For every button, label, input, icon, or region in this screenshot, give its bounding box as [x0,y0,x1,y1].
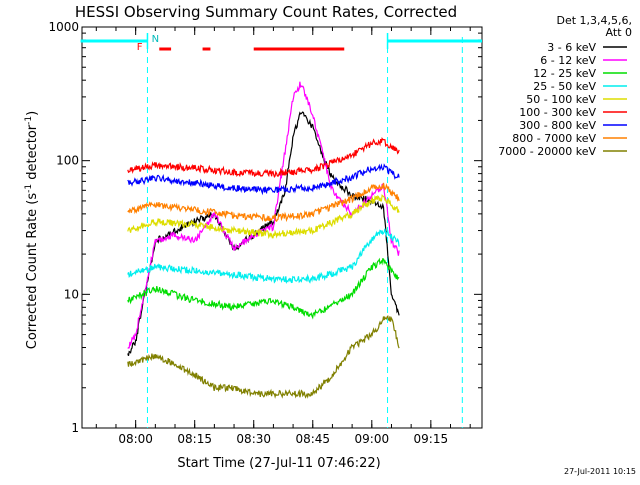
legend-header-attenuator: Att 0 [606,26,632,39]
legend-entry-label: 100 - 300 keV [519,106,596,119]
series-line-2 [127,257,400,320]
legend-entry-label: 300 - 800 keV [519,119,596,132]
legend-entry-label: 3 - 6 keV [547,41,596,54]
x-tick-label: 08:45 [295,432,330,446]
legend-entry-label: 800 - 7000 keV [512,132,596,145]
legend-entry-label: 7000 - 20000 keV [498,145,596,158]
series-line-4 [127,194,400,240]
x-tick-label: 09:00 [355,432,390,446]
y-axis-label: Corrected Count Rate (s-1 detector-1) [24,111,40,349]
flag-n-label: N [152,34,159,45]
series-line-8 [127,314,400,399]
x-tick-label: 08:15 [177,432,212,446]
timestamp: 27-Jul-2011 10:15 [564,467,636,476]
y-tick-label: 1 [71,421,79,435]
x-tick-label: 08:30 [236,432,271,446]
y-tick-label: 1000 [48,20,79,34]
legend-entry-label: 12 - 25 keV [533,67,596,80]
x-tick-label: 09:15 [414,432,449,446]
series-line-7 [127,182,400,223]
x-axis-label: Start Time (27-Jul-11 07:46:22) [177,456,380,471]
series-line-5 [127,137,400,178]
legend-entry-label: 50 - 100 keV [526,93,596,106]
legend-entry-label: 6 - 12 keV [540,54,596,67]
plot-frame [81,26,483,429]
series-line-6 [127,163,400,196]
x-tick-label: 08:00 [118,432,153,446]
legend-entry-label: 25 - 50 keV [533,80,596,93]
y-tick-label: 10 [64,287,79,301]
chart-title: HESSI Observing Summary Count Rates, Cor… [75,3,457,21]
series-line-3 [127,228,400,285]
flag-f-label: F [137,42,143,53]
legend-header-detectors: Det 1,3,4,5,6, [556,14,632,27]
plot-area: 1 10 100 1000 08:00 08:15 08:30 08:45 09:00 09:15… [48,20,483,446]
y-tick-label: 100 [56,154,79,168]
